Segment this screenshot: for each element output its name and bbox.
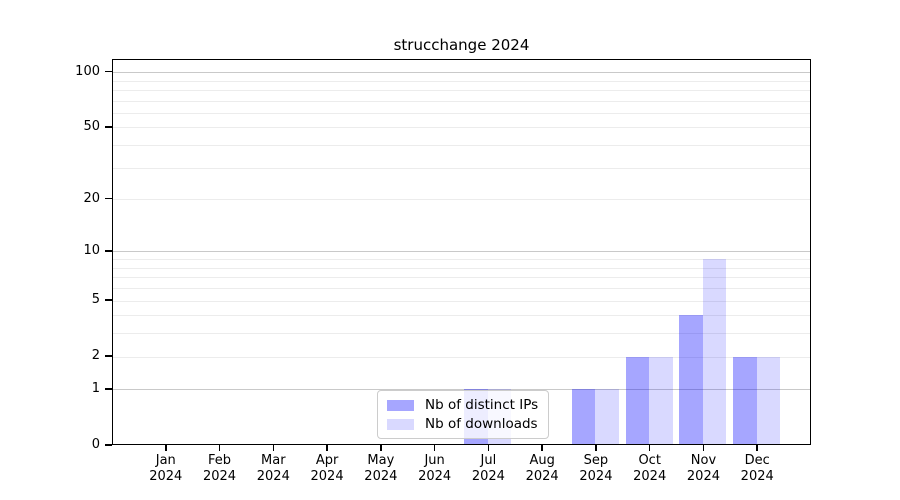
x-tick-label-jun: Jun 2024 (418, 453, 452, 484)
x-tick-label-apr: Apr 2024 (310, 453, 344, 484)
gridline-minor-4 (113, 315, 810, 317)
bar-distinct-ips-nov (679, 315, 703, 444)
y-tick-0 (105, 444, 112, 446)
gridline-minor-40 (113, 145, 810, 147)
x-tick-label-feb: Feb 2024 (202, 453, 237, 484)
x-tick-apr (326, 445, 328, 451)
legend-label-distinct-ips: Nb of distinct IPs (425, 397, 539, 413)
bar-downloads-nov (702, 259, 727, 444)
y-tick-100 (105, 70, 112, 73)
gridline-minor-50 (113, 127, 810, 129)
y-tick-20 (105, 197, 112, 200)
legend-label-downloads: Nb of downloads (425, 416, 538, 432)
gridline-minor-70 (113, 100, 810, 102)
x-tick-aug (541, 445, 543, 451)
gridline-minor-5 (113, 300, 810, 302)
y-tick-label-50: 50 (83, 118, 100, 134)
bar-distinct-ips-oct (625, 356, 650, 444)
bar-distinct-ips-sep (571, 389, 596, 444)
y-tick-label-2: 2 (91, 348, 100, 364)
x-tick-label-may: May 2024 (364, 453, 398, 484)
gridline-minor-80 (113, 89, 810, 91)
legend-swatch-distinct-ips-icon (387, 399, 414, 411)
x-tick-label-oct: Oct 2024 (633, 453, 667, 484)
y-tick-5 (105, 299, 112, 301)
x-tick-label-nov: Nov 2024 (686, 453, 720, 484)
x-tick-sep (595, 445, 597, 451)
y-tick-50 (105, 126, 112, 128)
gridline-minor-7 (113, 277, 810, 279)
y-tick-label-5: 5 (91, 292, 100, 308)
gridline-minor-8 (113, 267, 810, 269)
x-tick-jun (433, 445, 436, 451)
y-tick-label-20: 20 (83, 190, 100, 206)
plot-area: Nb of distinct IPs Nb of downloads (112, 59, 811, 445)
gridline-major-10 (113, 251, 810, 253)
gridline-minor-90 (113, 80, 810, 82)
x-tick-nov (702, 445, 705, 451)
y-tick-label-1: 1 (91, 380, 100, 396)
y-tick-2 (105, 355, 112, 357)
x-tick-label-dec: Dec 2024 (740, 453, 774, 484)
gridline-minor-3 (113, 333, 810, 335)
x-tick-label-aug: Aug 2024 (525, 453, 559, 484)
x-tick-label-sep: Sep 2024 (579, 453, 613, 484)
gridline-minor-20 (113, 199, 810, 201)
x-tick-jan (165, 445, 167, 451)
x-tick-dec (756, 445, 758, 451)
gridline-minor-9 (113, 259, 810, 261)
bar-downloads-dec (756, 356, 781, 444)
legend-swatch-downloads-icon (387, 418, 414, 430)
gridline-minor-60 (113, 112, 810, 114)
x-tick-feb (218, 445, 221, 451)
legend-item-downloads: Nb of downloads (387, 416, 538, 432)
x-tick-mar (272, 445, 275, 451)
chart-title: strucchange 2024 (393, 36, 530, 54)
x-tick-label-jan: Jan 2024 (149, 453, 183, 484)
x-tick-may (380, 445, 382, 451)
y-tick-label-100: 100 (75, 63, 100, 79)
x-tick-label-jul: Jul 2024 (471, 453, 505, 484)
legend-item-distinct-ips: Nb of distinct IPs (387, 397, 538, 413)
gridline-minor-2 (113, 356, 810, 358)
legend: Nb of distinct IPs Nb of downloads (377, 390, 550, 439)
x-tick-jul (487, 445, 490, 451)
gridline-minor-6 (113, 288, 810, 290)
x-tick-oct (648, 445, 651, 451)
y-tick-10 (105, 250, 112, 252)
gridline-major-100 (113, 72, 810, 74)
bar-downloads-sep (595, 389, 619, 444)
y-tick-1 (105, 388, 112, 390)
y-tick-label-10: 10 (83, 242, 100, 258)
gridline-minor-30 (113, 167, 810, 169)
gridline-major-1 (113, 389, 810, 391)
y-tick-label-0: 0 (91, 437, 100, 452)
x-tick-label-mar: Mar 2024 (256, 453, 290, 484)
bar-downloads-oct (649, 356, 673, 444)
bar-distinct-ips-dec (733, 356, 757, 444)
